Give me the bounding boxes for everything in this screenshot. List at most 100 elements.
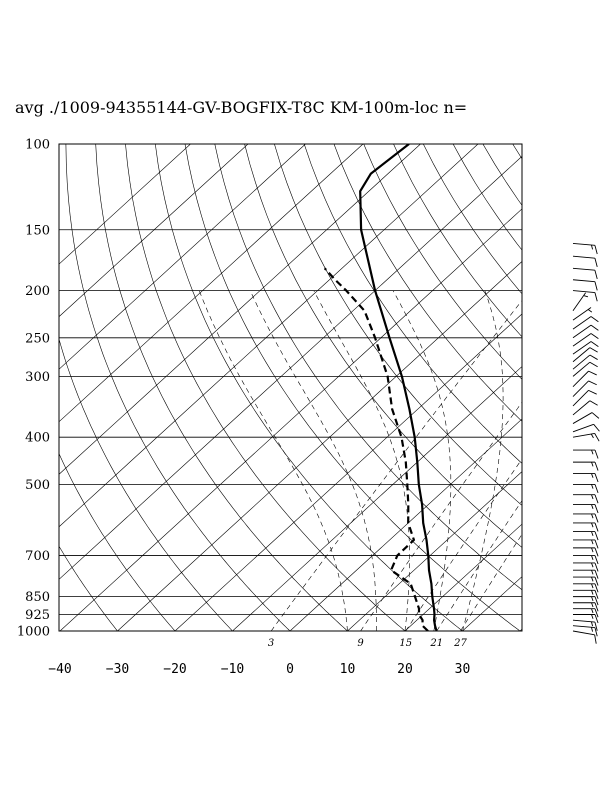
mixing-ratio-labels: 3 9 15 21 27 [268,638,468,649]
wind-barb [573,539,599,549]
wind-barb [573,473,599,483]
wind-barb [573,614,599,624]
isotherm-line [59,144,479,528]
temperature-tick-label: −30 [106,662,129,677]
wind-barb [573,494,599,504]
pressure-tick-label: 1000 [17,625,50,640]
pressure-tick-label: 500 [25,478,50,493]
wind-barb [572,619,598,631]
isotherm-lines [59,144,522,631]
moist-adiabat [198,290,348,631]
dry-adiabat [59,545,118,631]
mixing-ratio-label: 27 [453,638,467,649]
mixing-ratio-label: 3 [268,638,274,649]
pressure-tick-label: 400 [25,431,50,446]
isotherm-line [519,628,522,631]
wind-barbs [572,242,600,644]
isotherm-line [232,366,522,631]
dry-adiabat [244,144,522,548]
moist-adiabat [249,290,377,631]
wind-barb [572,347,598,363]
temperature-tick-label: 0 [286,662,294,677]
pressure-tick-labels: 100 150 200 250 300 400 500 700 850 925 1000 [17,138,50,640]
dry-adiabat [452,144,522,251]
dry-adiabat [572,144,612,641]
dry-adiabat [393,144,522,338]
wind-barb [572,341,599,355]
wind-barb [573,449,599,459]
wind-barb [572,255,598,267]
chart-title: avg ./1009-94355144-GV-BOGFIX-T8C KM-100… [15,98,468,117]
isotherm-line [404,523,522,631]
wind-barb [573,513,599,523]
plot-frame [58,143,523,632]
mixing-ratio-line [436,500,522,631]
wind-barb [572,307,593,321]
temperature-tick-label: −10 [221,662,244,677]
isotherm-line [59,144,306,370]
isotherm-line [174,313,522,631]
isotherm-line [117,261,522,631]
wind-barb [572,400,598,416]
wind-barb [573,602,599,612]
wind-barb [573,589,599,599]
isotherm-line [59,144,364,423]
temperature-tick-label: −40 [48,662,71,677]
wind-barb [572,389,597,407]
pressure-tick-label: 250 [25,331,50,346]
wind-barb [572,625,598,637]
wind-barb [572,242,598,255]
temperature-tick-label: −20 [163,662,186,677]
dry-adiabat [95,144,348,631]
temperature-tick-label: 20 [397,662,413,677]
temperature-profile-line [359,144,438,631]
temperature-tick-label: 10 [340,662,356,677]
wind-barb [572,370,597,387]
wind-barb [572,423,600,433]
wind-barb [573,608,599,618]
pressure-tick-label: 100 [25,138,50,153]
dry-adiabat [155,144,463,631]
wind-barb [572,354,598,370]
mixing-ratio-line [360,401,522,631]
temperature-tick-labels: −40 −30 −20 −10 0 10 20 30 [48,662,470,677]
wind-barb [572,380,597,397]
dry-adiabat [214,144,522,591]
dry-adiabat [602,144,612,641]
pressure-tick-label: 150 [25,223,50,238]
dry-adiabat [184,144,521,631]
mixing-ratio-label: 15 [399,638,412,649]
isotherm-line [59,144,249,318]
wind-barb [573,569,599,579]
mixing-ratio-label: 9 [357,638,364,649]
isotherm-line [347,471,522,631]
wind-barb [573,555,599,565]
wind-barb [573,483,599,494]
dry-adiabat [512,144,522,160]
isobar-grid [59,143,522,632]
thermo-grid [59,144,612,641]
moist-adiabat [462,290,504,631]
mixing-ratio-label: 21 [429,638,443,649]
pressure-tick-label: 925 [25,608,50,623]
wind-barb [573,583,599,593]
moist-adiabat-lines [198,290,504,631]
wind-barb [572,361,598,377]
wind-barb [573,522,599,532]
wind-barb [573,504,599,514]
sounding-profiles [323,144,438,631]
temperature-tick-label: 30 [455,662,471,677]
wind-barb [573,576,599,586]
dry-adiabat [363,144,522,380]
wind-barb [573,596,599,606]
wind-barb [572,267,598,280]
dry-adiabat-lines [59,144,612,641]
isotherm-line [289,418,522,631]
pressure-tick-label: 200 [25,284,50,299]
dewpoint-profile-line [323,267,429,631]
dry-adiabat [59,338,233,631]
isotherm-line [59,144,191,265]
wind-barb [572,324,599,339]
wind-barb [573,562,599,572]
